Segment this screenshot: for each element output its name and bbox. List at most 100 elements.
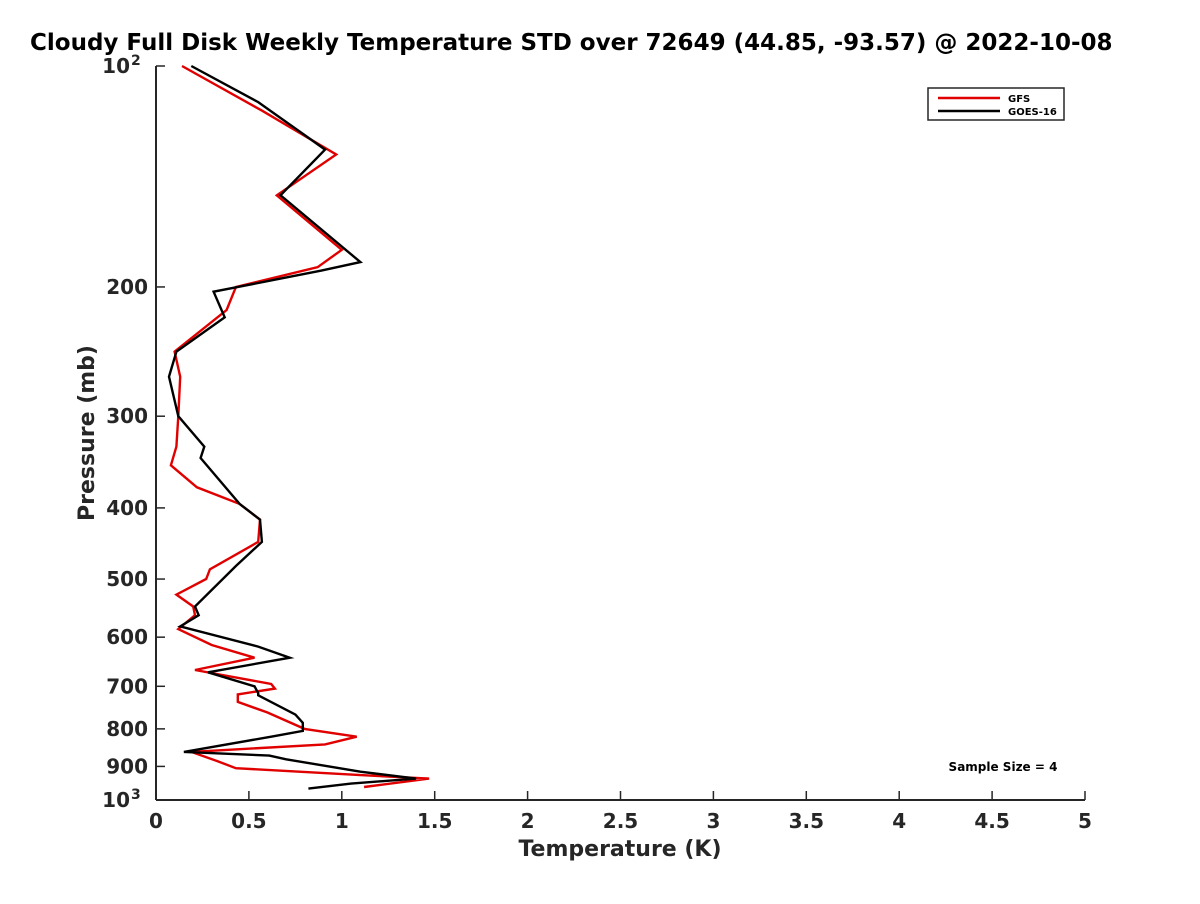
y-tick-label: 200 [106, 275, 148, 299]
data-point-gfs [274, 688, 276, 690]
data-point-goes-16 [179, 626, 181, 628]
data-point-goes-16 [257, 692, 259, 694]
y-axis-label: Pressure (mb) [75, 345, 100, 521]
data-point-goes-16 [200, 457, 202, 459]
x-tick-label: 4 [892, 809, 906, 833]
data-point-gfs [176, 446, 178, 448]
data-point-gfs [324, 744, 326, 746]
y-tick-label: 900 [106, 754, 148, 778]
data-point-goes-16 [295, 714, 297, 716]
data-point-goes-16 [224, 317, 226, 319]
data-point-gfs [304, 728, 306, 730]
x-tick-label: 5 [1078, 809, 1092, 833]
data-point-gfs [237, 701, 239, 703]
data-point-gfs [226, 309, 228, 311]
y-tick-label: 700 [106, 674, 148, 698]
y-tick-label: 10 [102, 54, 130, 78]
data-point-gfs [270, 683, 272, 685]
series-line-goes-16 [167, 64, 417, 790]
data-point-goes-16 [302, 730, 304, 732]
data-point-gfs [235, 767, 237, 769]
data-point-gfs [237, 694, 239, 696]
series-layer [167, 64, 430, 790]
x-axis-label: Temperature (K) [518, 837, 721, 862]
data-point-goes-16 [321, 270, 323, 272]
series-line-gfs [169, 64, 430, 789]
data-point-gfs [356, 736, 358, 738]
x-tick-label: 1.5 [417, 809, 452, 833]
data-point-gfs [209, 569, 211, 571]
x-tick-label: 0 [149, 809, 163, 833]
data-point-gfs [205, 578, 207, 580]
data-point-goes-16 [289, 657, 291, 659]
legend-box [927, 87, 1065, 121]
y-tick-label: 600 [106, 625, 148, 649]
data-point-gfs [335, 154, 337, 156]
data-point-goes-16 [257, 101, 259, 103]
legend: GFS GOES-16 [927, 87, 1065, 121]
x-tick-label: 4.5 [974, 809, 1009, 833]
data-point-goes-16 [194, 606, 196, 608]
x-tick-label: 1 [335, 809, 349, 833]
data-point-goes-16 [204, 446, 206, 448]
data-point-goes-16 [254, 686, 256, 688]
data-point-goes-16 [213, 291, 215, 293]
data-point-gfs [341, 249, 343, 251]
data-point-goes-16 [259, 519, 261, 521]
data-point-gfs [176, 594, 178, 596]
y-tick-label: 10 [102, 788, 130, 812]
legend-label: GOES-16 [1008, 107, 1057, 118]
data-point-gfs [196, 487, 198, 489]
y-tick-label: 500 [106, 567, 148, 591]
x-tick-label: 2 [521, 809, 535, 833]
data-point-goes-16 [280, 195, 282, 197]
y-tick-label: 800 [106, 717, 148, 741]
data-point-gfs [317, 266, 319, 268]
y-tick-exponent: 2 [131, 53, 141, 69]
data-point-goes-16 [207, 672, 209, 674]
data-point-gfs [428, 778, 430, 780]
data-point-goes-16 [239, 503, 241, 505]
data-point-gfs [194, 669, 196, 671]
data-point-goes-16 [257, 695, 259, 697]
data-point-goes-16 [257, 646, 259, 648]
data-point-goes-16 [360, 771, 362, 773]
data-point-gfs [170, 465, 172, 467]
data-point-gfs [276, 195, 278, 197]
chart-title: Cloudy Full Disk Weekly Temperature STD … [30, 30, 1113, 56]
data-point-gfs [257, 541, 259, 543]
data-point-gfs [363, 786, 365, 788]
y-tick-label: 400 [106, 496, 148, 520]
data-point-gfs [267, 712, 269, 714]
data-point-goes-16 [350, 783, 352, 785]
data-point-gfs [181, 65, 183, 67]
data-point-goes-16 [168, 376, 170, 378]
data-point-goes-16 [324, 149, 326, 151]
data-point-goes-16 [360, 261, 362, 263]
data-point-gfs [178, 628, 180, 630]
x-tick-label: 3.5 [789, 809, 824, 833]
plot-area [155, 66, 1085, 801]
data-point-goes-16 [270, 736, 272, 738]
y-tick-exponent: 3 [131, 787, 141, 803]
data-point-gfs [217, 760, 219, 762]
x-tick-label: 0.5 [231, 809, 266, 833]
data-point-goes-16 [269, 755, 271, 757]
data-point-goes-16 [178, 415, 180, 417]
data-point-gfs [211, 644, 213, 646]
data-point-goes-16 [308, 788, 310, 790]
data-point-gfs [254, 657, 256, 659]
sample-size-annotation: Sample Size = 4 [949, 760, 1058, 774]
x-tick-label: 2.5 [603, 809, 638, 833]
data-point-goes-16 [415, 778, 417, 780]
legend-label: GFS [1008, 94, 1030, 105]
y-tick-label: 300 [106, 404, 148, 428]
data-point-goes-16 [183, 751, 185, 753]
data-point-gfs [360, 774, 362, 776]
data-point-goes-16 [302, 722, 304, 724]
data-point-goes-16 [198, 614, 200, 616]
data-point-goes-16 [176, 351, 178, 353]
